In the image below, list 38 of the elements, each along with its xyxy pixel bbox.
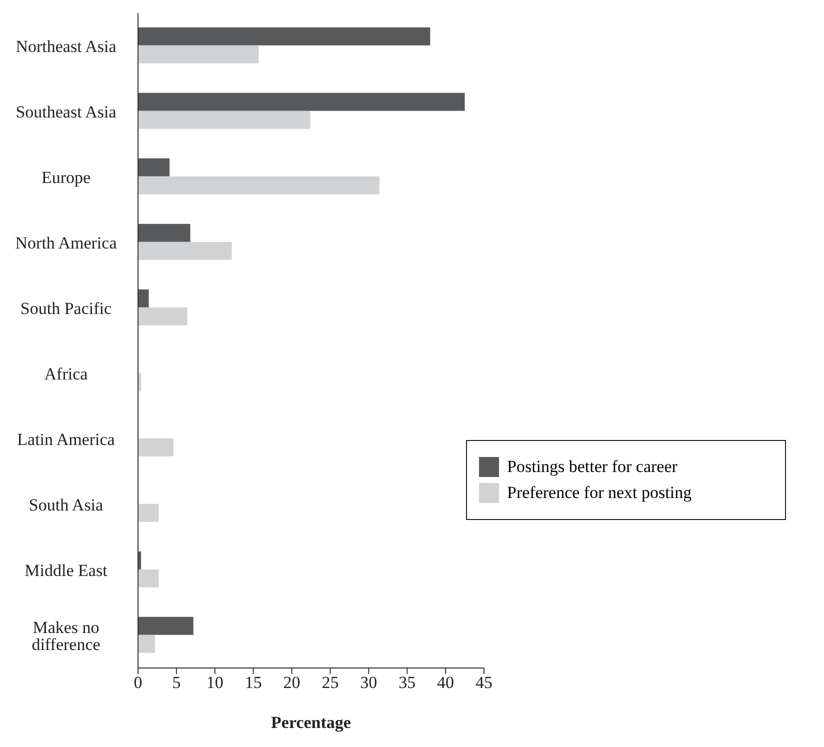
y-tick-label: North America — [15, 233, 118, 252]
y-tick-label: South Pacific — [20, 298, 112, 318]
bar — [138, 224, 190, 242]
bar — [138, 242, 232, 260]
x-tick-label: 10 — [206, 673, 224, 692]
x-tick-label: 45 — [476, 673, 492, 692]
bar — [138, 92, 465, 111]
x-axis-title: Percentage — [271, 713, 352, 732]
bar — [138, 158, 170, 176]
bar — [138, 504, 159, 522]
x-tick-label: 35 — [398, 673, 416, 692]
bar — [138, 27, 430, 46]
bar — [138, 176, 380, 194]
y-tick-label: Latin America — [17, 430, 116, 449]
bar — [138, 289, 149, 308]
y-tick-label: Southeast Asia — [16, 102, 117, 122]
legend-label: Preference for next posting — [507, 483, 692, 503]
bar — [138, 307, 188, 326]
y-tick-label: Makes no difference — [32, 618, 100, 654]
bar — [138, 616, 194, 635]
y-tick-label: Africa — [44, 364, 88, 384]
y-tick-label: Middle East — [24, 560, 108, 580]
x-tick-label: 15 — [244, 673, 262, 692]
y-tick-label: South Asia — [28, 495, 104, 514]
bar — [138, 45, 259, 64]
x-tick-label: 0 — [134, 673, 142, 692]
x-tick-label: 30 — [360, 673, 378, 692]
bar — [138, 110, 310, 129]
bar — [138, 438, 174, 456]
x-tick-label: 20 — [283, 673, 300, 692]
bar — [138, 634, 155, 653]
x-tick-label: 5 — [172, 673, 181, 692]
y-tick-label: Northeast Asia — [16, 36, 117, 56]
x-tick-label: 25 — [322, 673, 339, 692]
x-tick-label: 40 — [437, 673, 454, 692]
legend-label: Postings better for career — [507, 457, 678, 477]
bar — [138, 569, 159, 588]
y-tick-label: Europe — [41, 168, 91, 187]
